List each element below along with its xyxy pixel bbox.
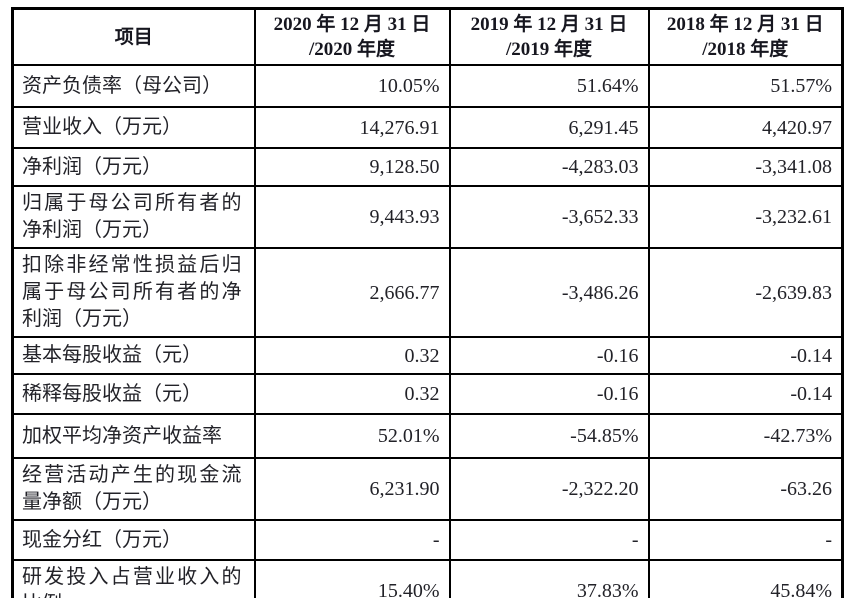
header-row: 项目 2020 年 12 月 31 日 /2020 年度 2019 年 12 月… — [11, 7, 844, 66]
value-cell: 37.83% — [448, 559, 650, 598]
row-label: 稀释每股收益（元） — [11, 373, 256, 415]
value-cell: 51.64% — [448, 64, 650, 108]
value-cell: -4,283.03 — [448, 147, 650, 187]
value-cell: -3,486.26 — [448, 247, 650, 338]
row-label: 现金分红（万元） — [11, 519, 256, 561]
column-header-2018: 2018 年 12 月 31 日 /2018 年度 — [647, 7, 844, 66]
value-cell: 10.05% — [253, 64, 451, 108]
value-cell: -3,232.61 — [647, 185, 844, 249]
table-row: 扣除非经常性损益后归属于母公司所有者的净利润（万元） 2,666.77 -3,4… — [11, 247, 844, 338]
row-label: 基本每股收益（元） — [11, 336, 256, 375]
value-cell: - — [647, 519, 844, 561]
financial-summary-table: 项目 2020 年 12 月 31 日 /2020 年度 2019 年 12 月… — [11, 7, 844, 598]
table-row: 净利润（万元） 9,128.50 -4,283.03 -3,341.08 — [11, 147, 844, 187]
value-cell: -63.26 — [647, 457, 844, 521]
value-cell: 45.84% — [647, 559, 844, 598]
value-cell: 9,128.50 — [253, 147, 451, 187]
column-header-2020: 2020 年 12 月 31 日 /2020 年度 — [253, 7, 451, 66]
row-label: 营业收入（万元） — [11, 106, 256, 149]
table-row: 经营活动产生的现金流量净额（万元） 6,231.90 -2,322.20 -63… — [11, 457, 844, 521]
value-cell: 2,666.77 — [253, 247, 451, 338]
value-cell: -0.16 — [448, 373, 650, 415]
value-cell: 6,231.90 — [253, 457, 451, 521]
value-cell: -2,322.20 — [448, 457, 650, 521]
value-cell: 4,420.97 — [647, 106, 844, 149]
value-cell: 51.57% — [647, 64, 844, 108]
value-cell: -0.14 — [647, 373, 844, 415]
column-header-item: 项目 — [11, 7, 256, 66]
value-cell: - — [448, 519, 650, 561]
row-label: 净利润（万元） — [11, 147, 256, 187]
row-label: 经营活动产生的现金流量净额（万元） — [11, 457, 256, 521]
table-row: 基本每股收益（元） 0.32 -0.16 -0.14 — [11, 336, 844, 375]
value-cell: 52.01% — [253, 413, 451, 459]
column-header-2019: 2019 年 12 月 31 日 /2019 年度 — [448, 7, 650, 66]
row-label: 研发投入占营业收入的比例 — [11, 559, 256, 598]
row-label: 加权平均净资产收益率 — [11, 413, 256, 459]
value-cell: -42.73% — [647, 413, 844, 459]
row-label: 归属于母公司所有者的净利润（万元） — [11, 185, 256, 249]
value-cell: - — [253, 519, 451, 561]
value-cell: -3,341.08 — [647, 147, 844, 187]
row-label: 扣除非经常性损益后归属于母公司所有者的净利润（万元） — [11, 247, 256, 338]
value-cell: 15.40% — [253, 559, 451, 598]
value-cell: 0.32 — [253, 373, 451, 415]
table-row: 稀释每股收益（元） 0.32 -0.16 -0.14 — [11, 373, 844, 415]
value-cell: 14,276.91 — [253, 106, 451, 149]
table-row: 研发投入占营业收入的比例 15.40% 37.83% 45.84% — [11, 559, 844, 598]
value-cell: -3,652.33 — [448, 185, 650, 249]
value-cell: -0.16 — [448, 336, 650, 375]
value-cell: -0.14 — [647, 336, 844, 375]
table-row: 营业收入（万元） 14,276.91 6,291.45 4,420.97 — [11, 106, 844, 149]
table-row: 资产负债率（母公司） 10.05% 51.64% 51.57% — [11, 64, 844, 108]
row-label: 资产负债率（母公司） — [11, 64, 256, 108]
value-cell: 9,443.93 — [253, 185, 451, 249]
value-cell: 6,291.45 — [448, 106, 650, 149]
value-cell: -2,639.83 — [647, 247, 844, 338]
table-row: 归属于母公司所有者的净利润（万元） 9,443.93 -3,652.33 -3,… — [11, 185, 844, 249]
value-cell: -54.85% — [448, 413, 650, 459]
table-row: 现金分红（万元） - - - — [11, 519, 844, 561]
table-row: 加权平均净资产收益率 52.01% -54.85% -42.73% — [11, 413, 844, 459]
value-cell: 0.32 — [253, 336, 451, 375]
